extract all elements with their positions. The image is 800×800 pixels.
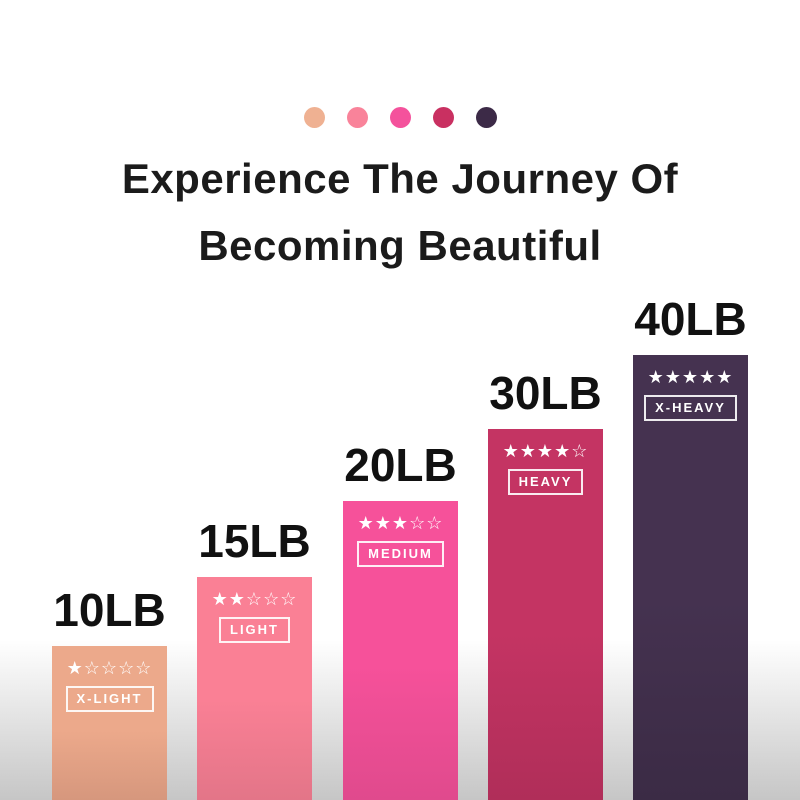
weight-label-20lb: 20LB xyxy=(344,439,457,491)
title-line-2: Becoming Beautiful xyxy=(198,222,602,269)
grade-wrap: X-HEAVY xyxy=(633,394,748,421)
bar-30lb: 30LB ★★★★☆ HEAVY xyxy=(488,370,603,800)
star-rating-20lb: ★★★☆☆ xyxy=(357,513,444,533)
x-light-dot-icon xyxy=(303,107,325,128)
title-line-1: Experience The Journey Of xyxy=(121,155,679,202)
grade-wrap: MEDIUM xyxy=(343,540,458,567)
x-heavy-dot-icon xyxy=(475,107,497,128)
grade-wrap: X-LIGHT xyxy=(52,685,167,712)
bar-15lb: 15LB ★★☆☆☆ LIGHT xyxy=(197,518,312,800)
grade-badge-x-heavy: X-HEAVY xyxy=(644,394,737,421)
bar-40lb: 40LB ★★★★★ X-HEAVY xyxy=(633,296,748,800)
star-rating-15lb: ★★☆☆☆ xyxy=(211,589,298,609)
heavy-dot-icon xyxy=(432,107,454,128)
weight-label-40lb: 40LB xyxy=(634,293,747,345)
grade-badge-x-light: X-LIGHT xyxy=(65,685,154,712)
medium-dot-icon xyxy=(389,107,411,128)
weight-label-10lb: 10LB xyxy=(53,584,166,636)
grade-badge-light: LIGHT xyxy=(219,616,290,643)
grade-badge-medium: MEDIUM xyxy=(357,540,444,567)
palette-dot-row xyxy=(0,107,800,128)
light-dot-icon xyxy=(346,107,368,128)
grade-wrap: HEAVY xyxy=(488,468,603,495)
star-rating-10lb: ★☆☆☆☆ xyxy=(66,658,153,678)
grade-badge-heavy: HEAVY xyxy=(507,468,584,495)
star-rating-30lb: ★★★★☆ xyxy=(502,441,589,461)
grade-wrap: LIGHT xyxy=(197,616,312,643)
star-rating-40lb: ★★★★★ xyxy=(647,367,734,387)
bar-10lb: 10LB ★☆☆☆☆ X-LIGHT xyxy=(52,587,167,800)
page-title: Experience The Journey Of Becoming Beaut… xyxy=(0,145,800,279)
bar-20lb: 20LB ★★★☆☆ MEDIUM xyxy=(343,442,458,800)
weight-label-30lb: 30LB xyxy=(489,367,602,419)
weight-label-15lb: 15LB xyxy=(198,515,311,567)
